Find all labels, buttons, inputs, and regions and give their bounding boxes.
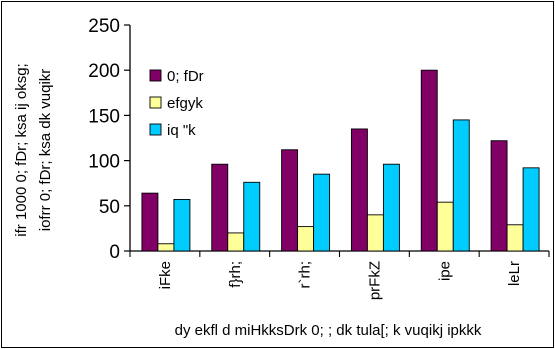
y-tick-label: 0 (109, 242, 120, 263)
bar (382, 163, 400, 252)
y-tick-label: 100 (88, 152, 120, 173)
x-category-labels: iFke f}rh; r`rh; prFkZ ipe leLr (157, 261, 523, 300)
bar (211, 163, 229, 252)
y-tick-label: 200 (88, 61, 120, 82)
bar (366, 214, 384, 252)
bar (281, 149, 299, 252)
legend-swatch (149, 69, 162, 82)
y-tick-label: 250 (88, 16, 120, 37)
y-axis-label-line-2: iofrr 0; fDr; ksa dk vuqikr (37, 69, 54, 232)
bar (436, 201, 454, 252)
legend-label: 0; fDr (167, 68, 204, 85)
y-tick-label: 50 (99, 197, 120, 218)
y-tick-labels: 0 50 100 150 200 250 (88, 16, 120, 263)
x-category-label: prFkZ (366, 261, 383, 300)
x-category-label: f}rh; (227, 261, 244, 288)
bar (141, 192, 159, 252)
legend-label: iq "k (167, 122, 196, 139)
axes (124, 24, 550, 257)
x-category-label: leLr (506, 261, 523, 286)
x-category-label: r`rh; (297, 261, 314, 289)
bar (243, 181, 261, 252)
legend-swatch (149, 96, 162, 109)
bar (490, 140, 508, 252)
bar (420, 69, 438, 252)
y-axis-label-line-1: ifr 1000 0; fDr; ksa ij oksg; (13, 63, 30, 236)
bars (141, 69, 540, 252)
bar (452, 119, 470, 252)
x-category-label: ipe (436, 261, 453, 281)
bar (297, 226, 315, 252)
x-axis-label: dy ekfl d miHkksDrk 0; ; dk tula[; k vuq… (175, 322, 482, 339)
bar (522, 167, 540, 252)
y-tick-label: 150 (88, 106, 120, 127)
legend: 0; fDr efgyk iq "k (149, 68, 204, 139)
legend-label: efgyk (167, 95, 203, 112)
bar (350, 128, 368, 252)
bar (227, 232, 245, 252)
bar (313, 173, 331, 252)
x-category-label: iFke (157, 261, 174, 289)
bar (173, 199, 191, 252)
legend-swatch (149, 123, 162, 136)
bar (506, 224, 524, 252)
bar (157, 243, 175, 252)
